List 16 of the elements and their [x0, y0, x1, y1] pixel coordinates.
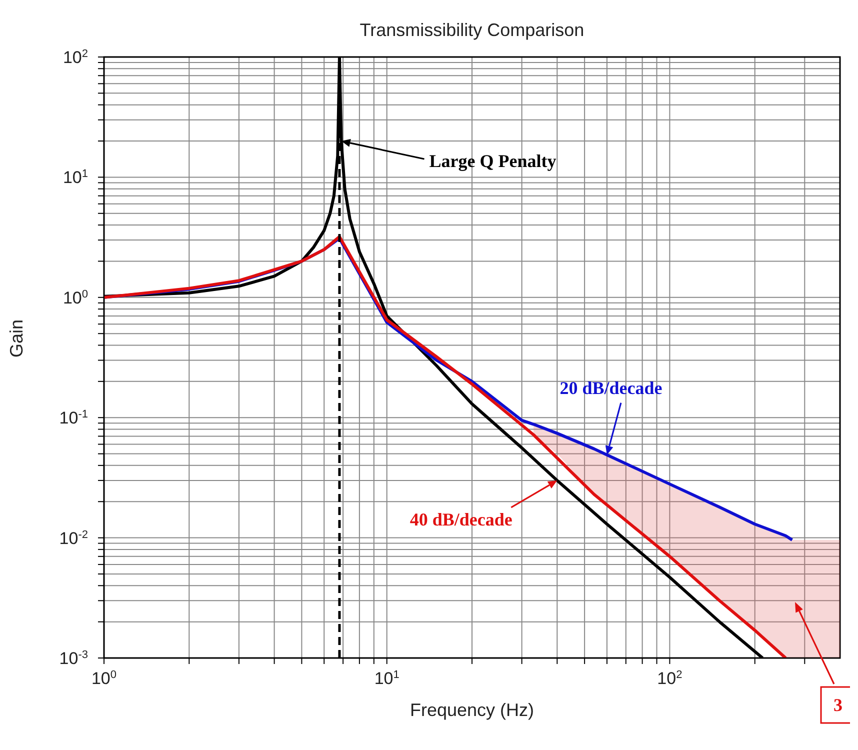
y-tick-label: 10$^{-1}$ [59, 408, 88, 428]
annotation: 40 dB/decade [410, 509, 512, 530]
x-axis-title: Frequency (Hz) [410, 700, 534, 720]
chart-title: Transmissibility Comparison [358, 20, 586, 41]
y-tick-label: 10$^{-3}$ [59, 649, 88, 668]
x-tick-label: 10$^{2}$ [657, 669, 682, 688]
x-tick-label: 10$^{0}$ [91, 669, 117, 688]
y-tick-label: 10$^{2}$ [62, 48, 88, 67]
annotation: 20 dB/decade [560, 378, 662, 398]
text: 3 [834, 695, 842, 715]
y-tick-label: 10$^{1}$ [62, 168, 88, 188]
x-tick-label: 10$^{1}$ [374, 669, 400, 688]
annotation: Large Q Penalty [429, 151, 556, 172]
y-tick-label: 10$^{0}$ [62, 288, 88, 308]
y-tick-label: 10$^{-2}$ [59, 528, 88, 548]
y-axis-title: Gain [6, 319, 26, 358]
